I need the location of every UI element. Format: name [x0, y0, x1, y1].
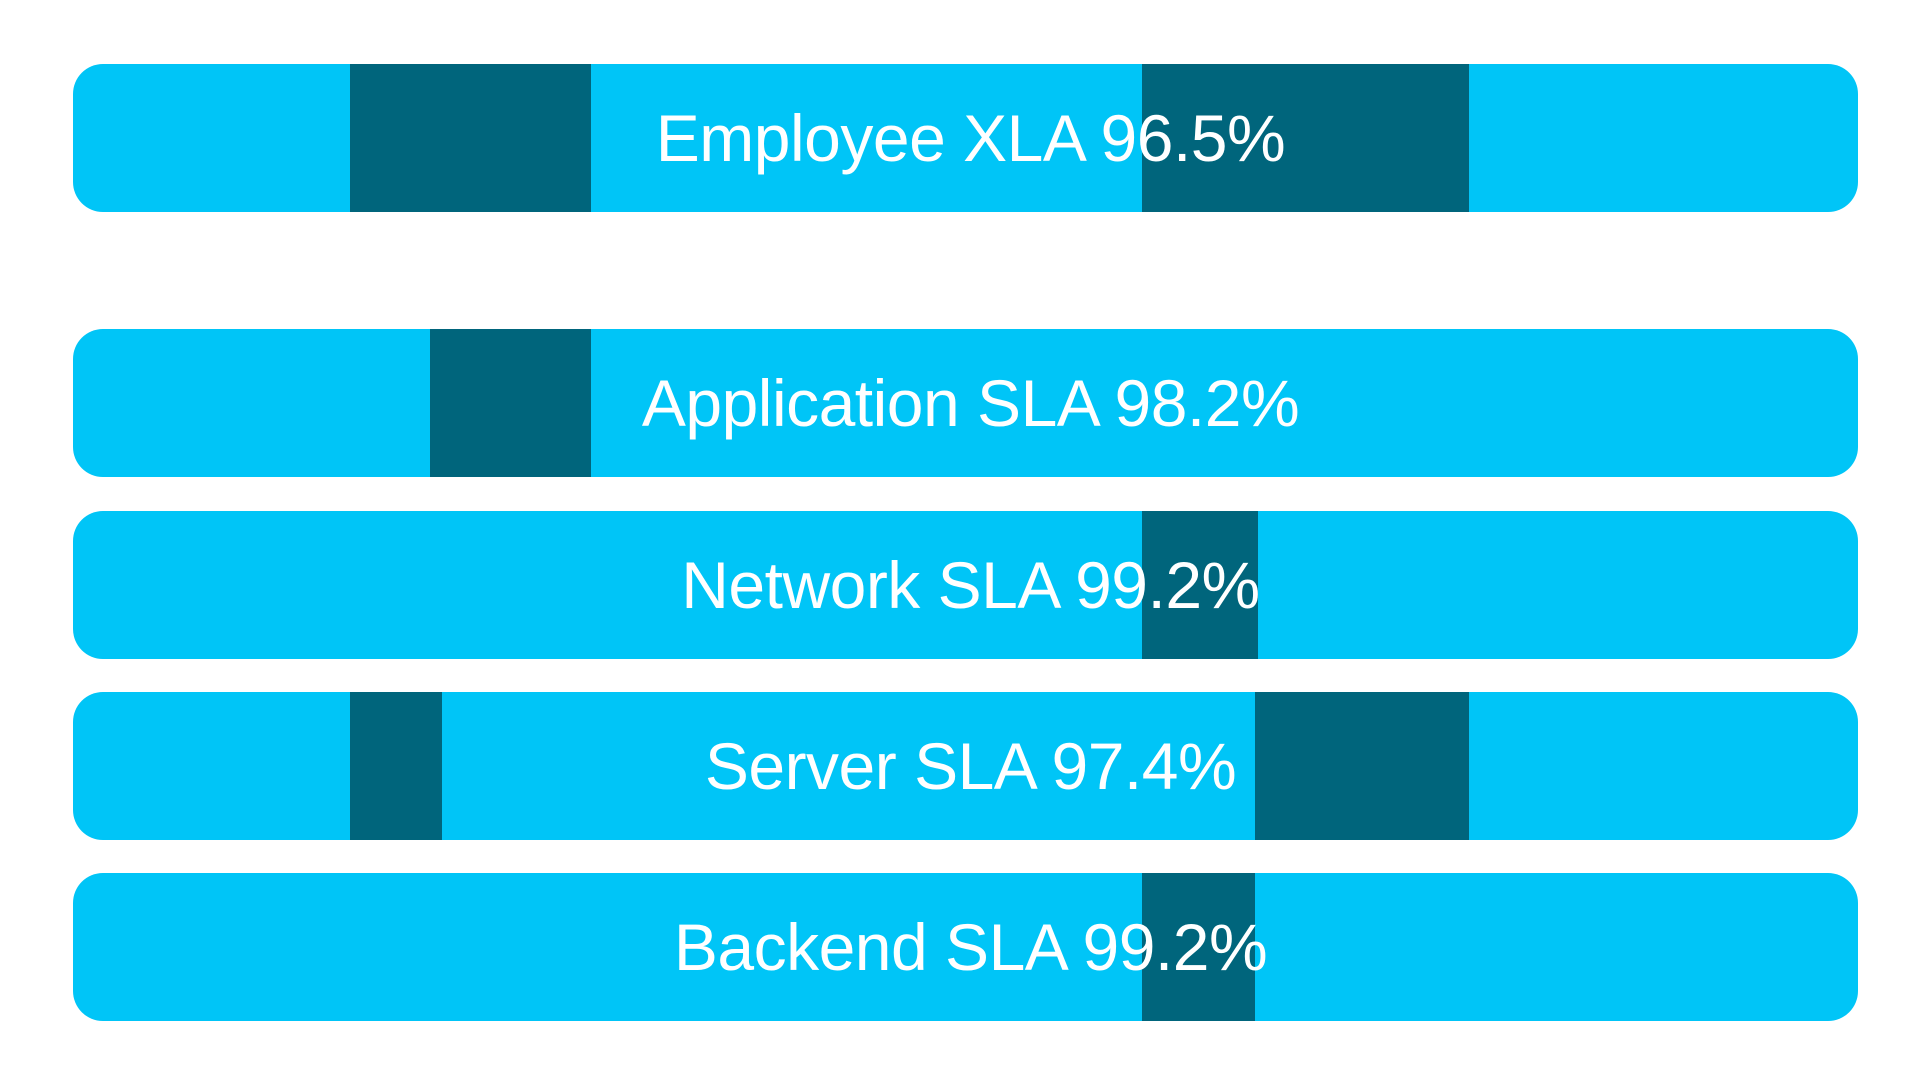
bar-segment	[1142, 873, 1255, 1021]
bar-segment	[1142, 64, 1469, 212]
bar-label: Application SLA 98.2%	[641, 366, 1300, 440]
bar-segment	[1142, 511, 1259, 659]
bar-label: Server SLA 97.4%	[704, 729, 1237, 803]
bar-segment	[349, 692, 443, 840]
bar-label: Employee XLA 96.5%	[655, 101, 1286, 175]
employee-xla-bar: Employee XLA 96.5%	[73, 64, 1858, 212]
bar-segment	[1254, 692, 1469, 840]
server-sla-bar: Server SLA 97.4%	[73, 692, 1858, 840]
bar-segment	[430, 329, 591, 477]
network-sla-bar: Network SLA 99.2%	[73, 511, 1858, 659]
application-sla-bar: Application SLA 98.2%	[73, 329, 1858, 477]
bar-label: Backend SLA 99.2%	[673, 910, 1268, 984]
backend-sla-bar: Backend SLA 99.2%	[73, 873, 1858, 1021]
bar-segment	[349, 64, 591, 212]
bar-label: Network SLA 99.2%	[681, 548, 1260, 622]
